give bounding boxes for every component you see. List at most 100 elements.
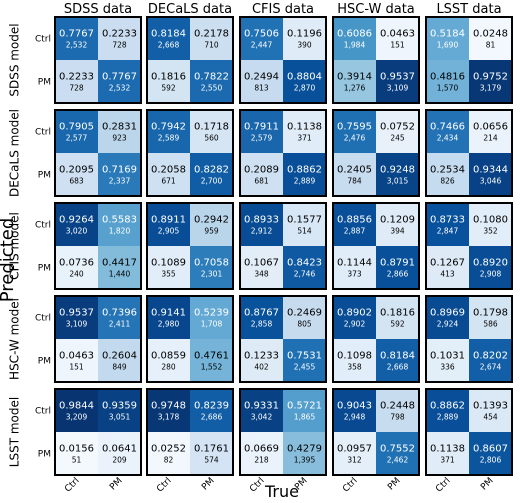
- x-tick-label: Ctrl: [434, 476, 452, 494]
- matrix-cell: [426, 432, 469, 475]
- panel-frame: [425, 295, 513, 383]
- cell-count: 2,902: [344, 320, 366, 329]
- y-tick-label: Ctrl: [35, 128, 51, 138]
- cell-count: 371: [297, 134, 312, 143]
- panel-frame: [239, 388, 327, 476]
- panel-frame: [425, 109, 513, 197]
- cell-value: 0.8920: [473, 258, 508, 269]
- cell-value: 0.1080: [473, 215, 508, 226]
- matrix-cell: [147, 432, 190, 475]
- matrix-cell: [426, 60, 469, 103]
- cell-value: 0.1138: [430, 444, 465, 455]
- cell-count: 81: [486, 41, 496, 50]
- cell-count: 2,746: [294, 270, 316, 279]
- cell-value: 0.9752: [473, 72, 508, 83]
- cell-value: 0.2089: [244, 165, 279, 176]
- cell-count: 560: [204, 134, 219, 143]
- cell-count: 2,532: [66, 41, 88, 50]
- cell-value: 0.9537: [380, 72, 415, 83]
- cell-value: 0.8184: [151, 29, 186, 40]
- x-tick-label: PM: [479, 476, 495, 492]
- row-title: CFIS model: [8, 212, 22, 280]
- matrix-cell: [240, 110, 283, 153]
- cell-value: 0.3914: [337, 72, 372, 83]
- row-title: DECaLS model: [8, 109, 22, 197]
- cell-count: 1,690: [437, 41, 459, 50]
- cell-count: 710: [204, 41, 219, 50]
- cell-count: 51: [72, 456, 82, 465]
- matrix-cell: [240, 339, 283, 382]
- cell-value: 0.0752: [380, 122, 415, 133]
- cell-count: 813: [254, 84, 269, 93]
- matrix-cell: [426, 17, 469, 60]
- x-tick-label: PM: [108, 476, 124, 492]
- matrix-cell: [190, 246, 233, 289]
- cell-value: 0.8862: [430, 401, 465, 412]
- matrix-cell: [469, 153, 512, 196]
- matrix-cell: [147, 296, 190, 339]
- cell-count: 312: [347, 456, 362, 465]
- cell-value: 0.8239: [194, 401, 229, 412]
- cell-value: 0.2469: [287, 308, 322, 319]
- matrix-cell: [98, 389, 141, 432]
- cell-value: 0.7552: [380, 444, 415, 455]
- cell-value: 0.0957: [337, 444, 372, 455]
- cell-count: 209: [112, 456, 127, 465]
- cell-count: 454: [483, 413, 498, 422]
- cell-value: 0.0463: [380, 29, 415, 40]
- cell-count: 784: [347, 177, 362, 186]
- cell-count: 2,700: [201, 177, 223, 186]
- cell-value: 0.8607: [473, 444, 508, 455]
- matrix-cell: [376, 296, 419, 339]
- cell-count: 1,552: [201, 363, 223, 372]
- cell-count: 826: [440, 177, 455, 186]
- matrix-cell: [55, 203, 98, 246]
- cell-count: 2,447: [251, 41, 273, 50]
- cell-value: 0.7822: [194, 72, 229, 83]
- matrix-cell: [190, 296, 233, 339]
- matrix-cell: [190, 153, 233, 196]
- cell-value: 0.7767: [59, 29, 94, 40]
- cell-count: 413: [440, 270, 455, 279]
- y-axis-label: Predicted: [0, 218, 18, 303]
- cell-value: 0.7905: [59, 122, 94, 133]
- matrix-cell: [98, 17, 141, 60]
- y-tick-label: Ctrl: [35, 314, 51, 324]
- matrix-cell: [55, 339, 98, 382]
- matrix-cell: [426, 389, 469, 432]
- x-tick-label: Ctrl: [63, 476, 81, 494]
- cell-value: 0.0252: [151, 444, 186, 455]
- panel-frame: [146, 388, 234, 476]
- cell-value: 0.6086: [337, 29, 372, 40]
- cell-value: 0.2233: [102, 29, 137, 40]
- matrix-cell: [147, 339, 190, 382]
- panel-frame: [425, 388, 513, 476]
- panel-frame: [332, 295, 420, 383]
- panel-frame: [54, 295, 142, 383]
- cell-count: 2,847: [437, 227, 459, 236]
- cell-count: 2,905: [158, 227, 180, 236]
- cell-count: 373: [347, 270, 362, 279]
- cell-count: 849: [112, 363, 127, 372]
- cell-count: 280: [161, 363, 176, 372]
- cell-count: 2,668: [387, 363, 409, 372]
- matrix-cell: [283, 17, 326, 60]
- column-title: LSST data: [436, 2, 501, 17]
- cell-value: 0.1816: [151, 72, 186, 83]
- cell-count: 728: [69, 84, 84, 93]
- cell-value: 0.8791: [380, 258, 415, 269]
- cell-count: 2,337: [109, 177, 131, 186]
- matrix-cell: [283, 203, 326, 246]
- cell-count: 1,395: [294, 456, 316, 465]
- cell-value: 0.8202: [473, 351, 508, 362]
- panel-frame: [332, 109, 420, 197]
- cell-count: 394: [390, 227, 405, 236]
- matrix-cell: [98, 153, 141, 196]
- cell-count: 1,865: [294, 413, 316, 422]
- panel-frame: [425, 16, 513, 104]
- cell-count: 2,674: [480, 363, 502, 372]
- cell-value: 0.2494: [244, 72, 279, 83]
- matrix-cell: [190, 203, 233, 246]
- cell-count: 2,589: [158, 134, 180, 143]
